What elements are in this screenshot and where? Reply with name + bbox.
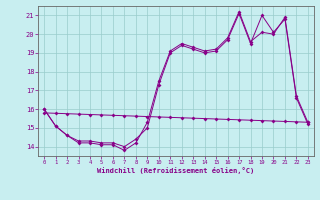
X-axis label: Windchill (Refroidissement éolien,°C): Windchill (Refroidissement éolien,°C) [97, 167, 255, 174]
